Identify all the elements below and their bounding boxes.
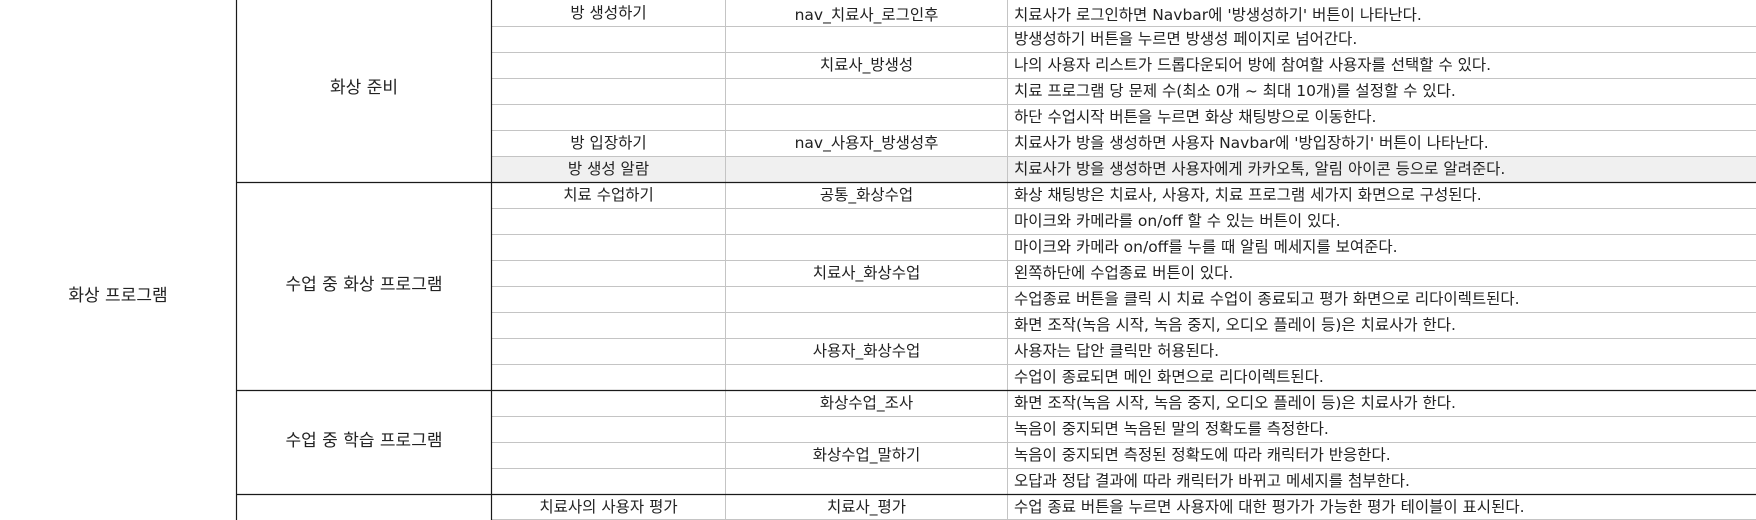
subcategory-label-in-class-video: 수업 중 화상 프로그램 [285, 275, 443, 295]
page-cell[interactable]: 화상수업_조사 [819, 394, 914, 412]
highlighted-row [491, 156, 1756, 182]
description-cell[interactable]: 화면 조작(녹음 시작, 녹음 중지, 오디오 플레이 등)은 치료사가 한다. [1014, 316, 1456, 334]
description-cell[interactable]: 치료 프로그램 당 문제 수(최소 0개 ~ 최대 10개)를 설정할 수 있다… [1014, 82, 1456, 100]
description-cell[interactable]: 화상 채팅방은 치료사, 사용자, 치료 프로그램 세가지 화면으로 구성된다. [1014, 186, 1482, 204]
description-cell[interactable]: 치료사가 방을 생성하면 사용자에게 카카오톡, 알림 아이콘 등으로 알려준다… [1014, 160, 1506, 178]
page-cell[interactable]: nav_치료사_로그인후 [794, 6, 939, 24]
feature-cell[interactable]: 치료사의 사용자 평가 [539, 498, 678, 516]
page-cell[interactable]: 치료사_평가 [826, 498, 907, 516]
feature-cell[interactable]: 방 생성 알람 [567, 160, 650, 178]
page-cell[interactable]: 사용자_화상수업 [812, 342, 921, 360]
description-cell[interactable]: 나의 사용자 리스트가 드롭다운되어 방에 참여할 사용자를 선택할 수 있다. [1014, 56, 1492, 74]
feature-cell[interactable]: 치료 수업하기 [563, 186, 654, 204]
description-cell[interactable]: 오답과 정답 결과에 따라 캐릭터가 바뀌고 메세지를 첨부한다. [1014, 472, 1410, 490]
description-cell[interactable]: 마이크와 카메라 on/off를 누를 때 알림 메세지를 보여준다. [1014, 238, 1398, 256]
category-label-video-program: 화상 프로그램 [68, 286, 168, 306]
description-cell[interactable]: 치료사가 방을 생성하면 사용자 Navbar에 '방입장하기' 버튼이 나타난… [1014, 134, 1489, 152]
feature-cell[interactable]: 방 생성하기 [570, 4, 647, 22]
feature-cell[interactable]: 방 입장하기 [570, 134, 647, 152]
description-cell[interactable]: 사용자는 답안 클릭만 허용된다. [1014, 342, 1220, 360]
subcategory-label-in-class-learning: 수업 중 학습 프로그램 [285, 431, 443, 451]
description-cell[interactable]: 치료사가 로그인하면 Navbar에 '방생성하기' 버튼이 나타난다. [1014, 6, 1422, 24]
description-cell[interactable]: 화면 조작(녹음 시작, 녹음 중지, 오디오 플레이 등)은 치료사가 한다. [1014, 394, 1456, 412]
description-cell[interactable]: 왼쪽하단에 수업종료 버튼이 있다. [1014, 264, 1234, 282]
page-cell[interactable]: 공통_화상수업 [819, 186, 914, 204]
page-cell[interactable]: nav_사용자_방생성후 [794, 134, 939, 152]
page-cell[interactable]: 화상수업_말하기 [812, 446, 921, 464]
description-cell[interactable]: 수업종료 버튼을 클릭 시 치료 수업이 종료되고 평가 화면으로 리다이렉트된… [1014, 290, 1520, 308]
description-cell[interactable]: 수업이 종료되면 메인 화면으로 리다이렉트된다. [1014, 368, 1324, 386]
description-cell[interactable]: 녹음이 중지되면 측정된 정확도에 따라 캐릭터가 반응한다. [1014, 446, 1391, 464]
page-cell[interactable]: 치료사_화상수업 [812, 264, 921, 282]
subcategory-label-video-prep: 화상 준비 [330, 78, 398, 98]
description-cell[interactable]: 녹음이 중지되면 녹음된 말의 정확도를 측정한다. [1014, 420, 1329, 438]
description-cell[interactable]: 하단 수업시작 버튼을 누르면 화상 채팅방으로 이동한다. [1014, 108, 1377, 126]
description-cell[interactable]: 방생성하기 버튼을 누르면 방생성 페이지로 넘어간다. [1014, 30, 1358, 48]
description-cell[interactable]: 마이크와 카메라를 on/off 할 수 있는 버튼이 있다. [1014, 212, 1341, 230]
page-cell[interactable]: 치료사_방생성 [819, 56, 914, 74]
description-cell[interactable]: 수업 종료 버튼을 누르면 사용자에 대한 평가가 가능한 평가 테이블이 표시… [1014, 498, 1525, 516]
